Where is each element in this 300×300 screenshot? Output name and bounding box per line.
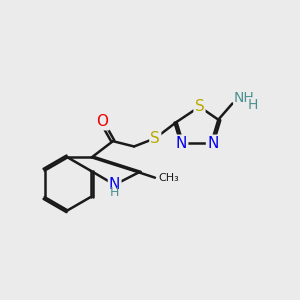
Text: NH: NH	[234, 91, 255, 105]
Text: S: S	[195, 99, 204, 114]
Text: N: N	[109, 177, 120, 192]
Text: S: S	[150, 131, 160, 146]
Text: N: N	[176, 136, 187, 151]
Text: CH₃: CH₃	[159, 173, 180, 183]
Text: H: H	[248, 98, 258, 112]
Text: N: N	[207, 136, 218, 151]
Text: H: H	[110, 187, 119, 200]
Text: O: O	[97, 114, 109, 129]
